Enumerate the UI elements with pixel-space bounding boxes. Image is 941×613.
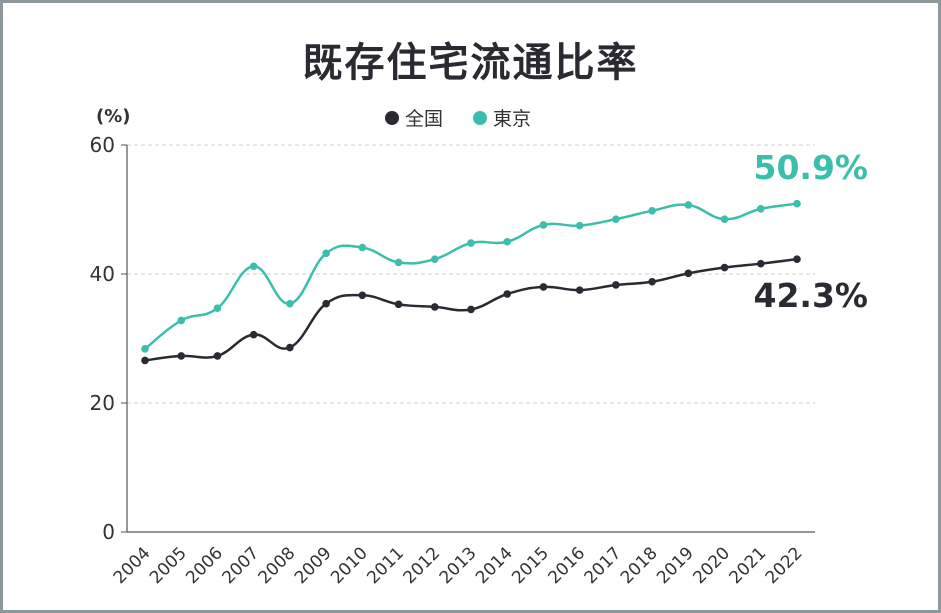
data-point-2008 <box>286 299 294 308</box>
data-point-2010 <box>358 291 367 300</box>
chart-title: 既存住宅流通比率 <box>302 40 639 86</box>
x-tick-label-2014: 2014 <box>472 543 517 588</box>
x-tick-label-2018: 2018 <box>617 543 662 588</box>
x-tick-label-2010: 2010 <box>327 543 372 588</box>
data-point-2012 <box>430 255 439 263</box>
series-line <box>144 202 798 350</box>
data-point-2012 <box>430 303 439 311</box>
x-tick-label-2013: 2013 <box>436 543 481 588</box>
legend-marker-1 <box>473 111 487 125</box>
data-point-2004 <box>141 356 149 365</box>
data-point-2018 <box>648 206 656 215</box>
data-point-2014 <box>503 290 512 298</box>
y-tick-label-60: 60 <box>90 133 115 157</box>
data-point-2009 <box>322 299 330 308</box>
axes: 0204060(%)200420052006200720082009201020… <box>90 106 815 588</box>
y-tick-label-0: 0 <box>102 520 115 544</box>
end-value-label-0: 42.3% <box>754 276 869 315</box>
data-point-2022 <box>793 255 801 263</box>
x-tick-label-2006: 2006 <box>182 543 227 588</box>
series-group <box>141 199 801 365</box>
x-tick-label-2009: 2009 <box>291 543 336 588</box>
data-point-2015 <box>539 283 548 291</box>
data-point-2018 <box>648 277 656 286</box>
data-point-2016 <box>575 286 584 294</box>
x-tick-label-2019: 2019 <box>653 543 698 588</box>
grid-lines <box>127 144 815 404</box>
x-tick-label-2012: 2012 <box>400 543 445 588</box>
data-point-2011 <box>394 258 403 267</box>
x-tick-label-2015: 2015 <box>508 543 553 588</box>
data-point-2021 <box>756 205 765 213</box>
legend-label-1: 東京 <box>493 108 531 130</box>
data-point-2021 <box>756 259 765 268</box>
x-tick-label-2017: 2017 <box>581 543 626 588</box>
data-point-2020 <box>720 263 729 272</box>
data-point-2020 <box>720 215 729 223</box>
data-point-2007 <box>249 262 258 271</box>
x-tick-label-2005: 2005 <box>146 543 191 588</box>
end-value-label-1: 50.9% <box>754 148 869 187</box>
data-point-2022 <box>793 199 801 208</box>
x-tick-label-2011: 2011 <box>363 543 408 588</box>
x-tick-label-2008: 2008 <box>255 543 300 588</box>
legend-marker-0 <box>385 111 399 125</box>
data-point-2007 <box>249 330 258 339</box>
x-tick-label-2004: 2004 <box>110 543 155 588</box>
x-tick-label-2020: 2020 <box>689 543 734 588</box>
data-point-2006 <box>213 304 222 312</box>
series-tokyo <box>141 199 801 353</box>
series-nationwide <box>141 255 801 365</box>
data-point-2013 <box>467 305 475 314</box>
data-point-2004 <box>141 345 149 353</box>
y-axis-unit-label: (%) <box>96 106 131 127</box>
labels-group: 42.3% 50.9% 全国 東京 <box>385 108 868 315</box>
data-point-2014 <box>503 237 512 246</box>
x-tick-label-2022: 2022 <box>762 543 807 588</box>
data-point-2009 <box>322 249 330 258</box>
data-point-2006 <box>213 352 222 360</box>
data-point-2005 <box>177 316 186 325</box>
data-point-2013 <box>467 239 475 247</box>
data-point-2005 <box>177 352 186 360</box>
data-point-2010 <box>358 243 367 252</box>
data-point-2017 <box>612 215 620 223</box>
legend-label-0: 全国 <box>405 108 443 130</box>
data-point-2019 <box>684 201 693 209</box>
y-tick-label-20: 20 <box>90 391 115 415</box>
x-tick-label-2021: 2021 <box>726 543 771 588</box>
data-point-2011 <box>394 300 403 309</box>
x-tick-label-2007: 2007 <box>218 543 263 588</box>
y-tick-label-40: 40 <box>90 262 115 286</box>
data-point-2016 <box>575 221 584 230</box>
x-tick-label-2016: 2016 <box>544 543 589 588</box>
data-point-2019 <box>684 269 693 278</box>
data-point-2015 <box>539 221 548 229</box>
data-point-2008 <box>286 343 294 352</box>
data-point-2017 <box>612 281 620 289</box>
